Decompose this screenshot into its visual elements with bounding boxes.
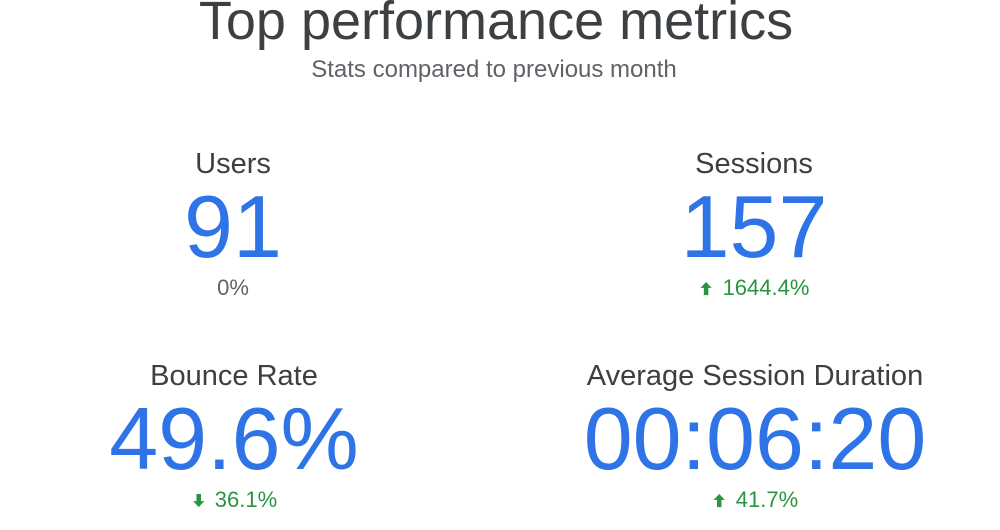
metric-label: Sessions [695, 148, 813, 180]
metric-change-row: 1644.4% [681, 276, 828, 300]
scorecard-avg-session-duration: Average Session Duration 00:06:20 41.7% [584, 359, 927, 512]
metric-change-row: 36.1% [109, 488, 359, 512]
down-arrow-icon [191, 490, 206, 511]
metric-value: 157 [680, 177, 828, 276]
up-arrow-icon [712, 490, 727, 511]
page-title: Top performance metrics [198, 0, 794, 51]
change-value: 41.7% [735, 487, 799, 512]
change-value: 0% [217, 275, 249, 300]
scorecard-bounce-rate: Bounce Rate 49.6% 36.1% [109, 359, 359, 512]
metric-value: 49.6% [109, 389, 359, 488]
change-value: 1644.4% [722, 275, 810, 300]
scorecard-sessions: Sessions 157 1644.4% [681, 147, 828, 300]
metric-label: Average Session Duration [586, 360, 924, 392]
metric-value: 00:06:20 [583, 389, 927, 488]
metric-change-row: 0% [184, 276, 282, 300]
metric-label: Users [195, 148, 271, 180]
up-arrow-icon [699, 278, 714, 299]
scorecard-users: Users 91 0% [184, 147, 282, 300]
change-value: 36.1% [214, 487, 278, 512]
page-subtitle: Stats compared to previous month [311, 56, 677, 83]
metric-change-row: 41.7% [584, 488, 927, 512]
metric-label: Bounce Rate [150, 360, 318, 392]
metric-value: 91 [184, 177, 282, 276]
